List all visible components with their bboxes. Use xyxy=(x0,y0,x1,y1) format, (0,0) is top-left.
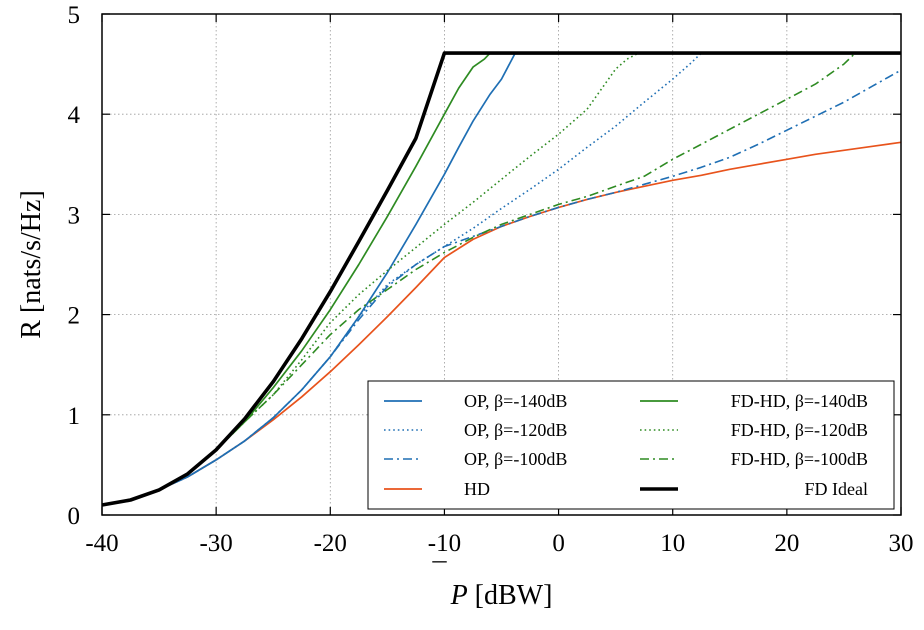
legend-label-6: FD-HD, β=-100dB xyxy=(731,449,868,469)
y-tick-label: 1 xyxy=(68,403,81,430)
x-tick-label: 10 xyxy=(660,530,685,557)
legend-label-2: OP, β=-100dB xyxy=(464,449,567,469)
x-tick-label: -10 xyxy=(428,530,461,557)
legend-label-1: OP, β=-120dB xyxy=(464,420,567,440)
x-axis-label-bar: ¯ xyxy=(432,559,448,590)
x-axis-label-unit: [dBW] xyxy=(468,580,553,611)
x-tick-label: 20 xyxy=(774,530,799,557)
x-tick-label: -40 xyxy=(85,530,118,557)
x-tick-label: 0 xyxy=(552,530,565,557)
y-axis-label: R [nats/s/Hz] xyxy=(16,190,47,339)
legend-label-7: FD Ideal xyxy=(805,479,868,499)
y-tick-label: 3 xyxy=(68,202,81,229)
series-line-7 xyxy=(101,51,901,507)
y-tick-label: 0 xyxy=(68,503,81,530)
legend-box xyxy=(367,380,895,510)
x-axis-label-symbol: P xyxy=(450,580,468,611)
legend-label-5: FD-HD, β=-120dB xyxy=(731,420,868,440)
axis-ticks: -40 -30 -20 -10 0 10 20 30 0 1 2 3 4 5 xyxy=(68,2,914,557)
y-tick-label: 5 xyxy=(68,2,81,29)
x-tick-label: -20 xyxy=(314,530,347,557)
legend-label-0: OP, β=-140dB xyxy=(464,391,567,411)
y-tick-label: 4 xyxy=(68,102,81,129)
x-axis-label: P [dBW] xyxy=(450,580,553,611)
legend: OP, β=-140dB OP, β=-120dB OP, β=-100dB HD FD… xyxy=(367,380,895,510)
series-line-0 xyxy=(101,52,901,506)
legend-label-3: HD xyxy=(464,479,490,499)
x-tick-label: -30 xyxy=(199,530,232,557)
data-series xyxy=(101,51,902,507)
x-tick-label: 30 xyxy=(889,530,914,557)
y-tick-label: 2 xyxy=(68,303,81,330)
legend-label-4: FD-HD, β=-140dB xyxy=(731,391,868,411)
plot-frame xyxy=(101,13,902,516)
